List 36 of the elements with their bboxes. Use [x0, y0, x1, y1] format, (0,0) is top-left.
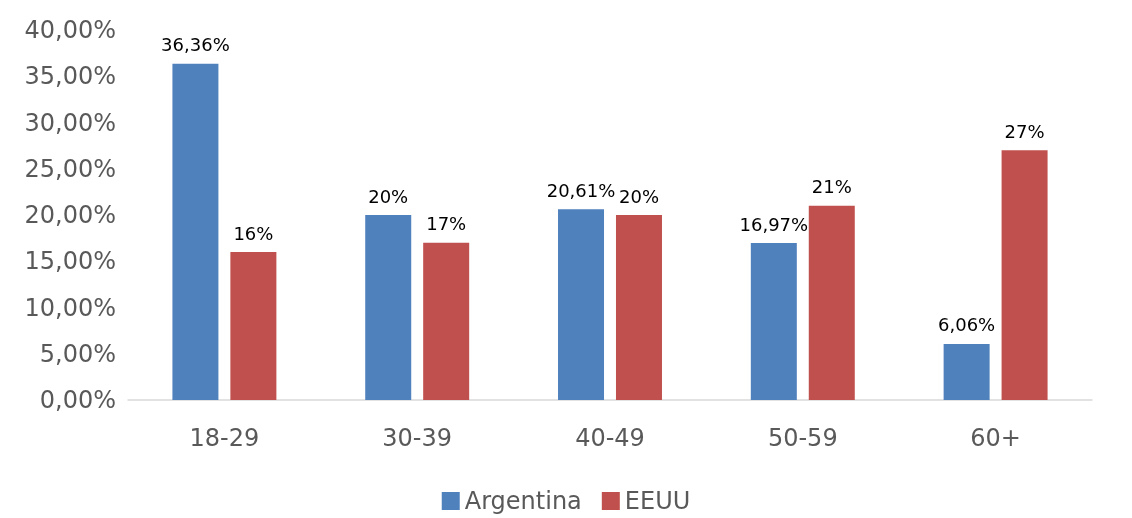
bar: [750, 243, 797, 400]
bar: [615, 215, 662, 400]
legend-label: Argentina: [464, 487, 582, 515]
x-tick-label: 50-59: [767, 424, 838, 452]
y-tick-label: 0,00%: [39, 386, 116, 414]
bar: [1001, 150, 1048, 400]
y-tick-label: 40,00%: [24, 16, 116, 44]
y-tick-label: 25,00%: [24, 154, 116, 183]
bar: [808, 205, 855, 400]
y-tick-label: 5,00%: [39, 339, 116, 368]
y-tick-label: 30,00%: [24, 108, 116, 137]
data-label: 21%: [811, 176, 852, 198]
bar: [423, 242, 470, 400]
bar: [230, 252, 277, 400]
y-tick-label: 20,00%: [24, 201, 116, 229]
bar: [365, 215, 412, 400]
data-label: 16,97%: [739, 213, 809, 235]
data-label: 16%: [233, 222, 274, 244]
bar: [943, 343, 990, 400]
y-tick-label: 35,00%: [24, 62, 116, 91]
x-tick-label: 40-49: [575, 424, 645, 452]
legend-label: EEUU: [624, 487, 691, 515]
x-tick-label: 60+: [970, 424, 1021, 452]
data-label: 6,06%: [938, 314, 996, 336]
data-label: 17%: [426, 213, 467, 235]
data-label: 36,36%: [161, 34, 230, 56]
data-label: 20%: [618, 185, 659, 207]
y-tick-label: 10,00%: [24, 293, 116, 322]
bar: [558, 209, 605, 400]
data-label: 20%: [368, 185, 409, 207]
x-tick-label: 18-29: [189, 424, 260, 452]
y-tick-label: 15,00%: [24, 247, 116, 276]
x-tick-label: 30-39: [382, 424, 453, 452]
data-label: 20,61%: [546, 179, 616, 201]
data-label: 27%: [1004, 120, 1045, 142]
bar: [172, 63, 219, 400]
